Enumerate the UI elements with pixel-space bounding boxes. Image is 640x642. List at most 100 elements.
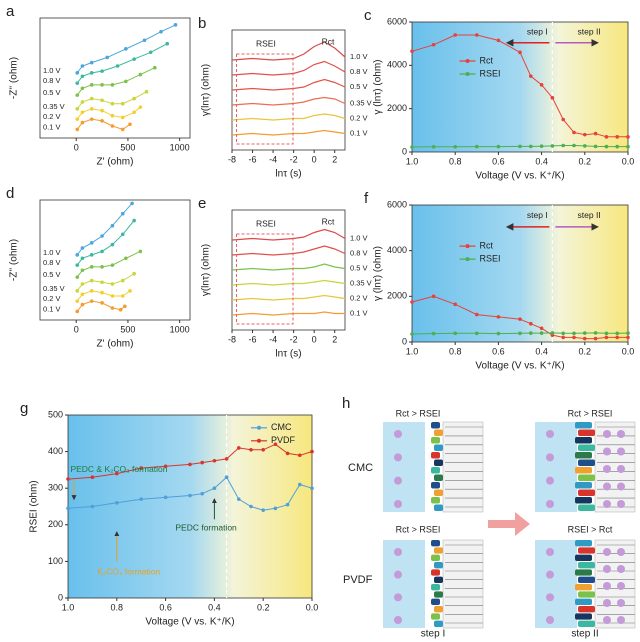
- sei-block: [434, 489, 443, 496]
- data-point: [139, 497, 143, 501]
- y-tick-label: 300: [48, 483, 63, 493]
- y-axis-label: -Z'' (ohm): [9, 57, 20, 99]
- data-point: [75, 117, 80, 121]
- data-point: [80, 100, 85, 104]
- series-label: 0.1 V: [350, 308, 368, 317]
- annotation: K₂CO₃ formation: [97, 567, 160, 577]
- y-tick-label: 400: [48, 446, 63, 456]
- y-tick-label: 200: [48, 519, 63, 529]
- series-label: 0.8 V: [43, 258, 61, 267]
- data-point: [110, 113, 115, 118]
- y-axis-label: γ(lnτ) (ohm): [201, 244, 212, 296]
- sei-block: [434, 459, 443, 466]
- data-point: [75, 93, 80, 97]
- series-label: 0.35 V: [43, 102, 65, 111]
- data-point: [120, 294, 125, 298]
- data-point: [75, 253, 80, 257]
- series-line: [231, 294, 346, 301]
- series-label: 0.5 V: [43, 270, 61, 279]
- annotation: Rct: [322, 216, 335, 226]
- series-line: [231, 78, 346, 91]
- data-point: [212, 458, 217, 463]
- data-point: [615, 135, 619, 139]
- data-point: [138, 105, 143, 109]
- sei-block: [575, 467, 592, 474]
- panel-label: e: [198, 195, 206, 212]
- series-line: [231, 96, 346, 106]
- data-point: [148, 50, 153, 55]
- row-label: PVDF: [343, 574, 373, 586]
- data-point: [550, 96, 555, 100]
- series-label: 0.2 V: [350, 293, 368, 302]
- electrolyte: [383, 422, 425, 512]
- sei-block: [578, 444, 595, 451]
- data-point: [496, 144, 501, 149]
- data-point: [518, 331, 522, 336]
- series-line: [76, 273, 135, 292]
- sei-block: [575, 482, 592, 489]
- annotation: Rct: [322, 36, 335, 46]
- data-point: [475, 312, 479, 317]
- ion: [546, 430, 554, 438]
- data-point: [310, 449, 314, 454]
- sei-block: [434, 504, 443, 511]
- data-point: [110, 282, 115, 286]
- sei-block: [434, 547, 443, 554]
- data-point: [261, 508, 266, 512]
- annotation: step I: [527, 210, 548, 220]
- data-point: [89, 60, 94, 65]
- ion: [603, 582, 611, 590]
- ion: [394, 500, 402, 508]
- plot-frame: [67, 414, 313, 599]
- data-point: [132, 96, 136, 101]
- data-point: [66, 506, 70, 511]
- x-tick-label: 1.0: [62, 602, 75, 612]
- legend-marker: [257, 438, 261, 443]
- current-collector: [594, 539, 636, 629]
- data-point: [431, 145, 436, 149]
- ion: [617, 465, 625, 473]
- data-point: [75, 127, 80, 132]
- data-point: [604, 135, 609, 139]
- x-tick-label: 2: [332, 154, 337, 164]
- data-point: [593, 131, 598, 136]
- series-label: 1.0 V: [43, 248, 61, 257]
- x-tick-label: -2: [290, 334, 298, 344]
- data-point: [572, 130, 576, 135]
- ion: [546, 548, 554, 556]
- data-point: [453, 145, 458, 149]
- data-point: [80, 120, 85, 125]
- x-tick-label: 0: [312, 334, 317, 344]
- data-point: [496, 315, 501, 319]
- annotation: step II: [578, 210, 601, 220]
- data-point: [550, 331, 555, 335]
- annotation: PEDC formation: [175, 523, 237, 533]
- x-tick-label: 1.0: [406, 156, 419, 166]
- data-point: [593, 144, 598, 149]
- data-point: [120, 232, 125, 237]
- data-point: [75, 263, 80, 267]
- series-line: [76, 91, 147, 110]
- sei-block: [575, 422, 592, 429]
- data-point: [132, 218, 136, 223]
- sei-block: [434, 591, 443, 598]
- series-line: [231, 228, 346, 241]
- series-line: [76, 106, 141, 120]
- series-label: 0.8 V: [43, 76, 61, 85]
- sei-block: [434, 576, 443, 583]
- sei-block: [431, 422, 440, 429]
- series-label: 0.2 V: [43, 294, 61, 303]
- data-point: [115, 501, 119, 505]
- ion: [546, 593, 554, 602]
- data-point: [123, 304, 127, 309]
- x-tick-label: 0.4: [535, 156, 548, 166]
- legend-marker: [465, 257, 470, 262]
- data-point: [273, 442, 278, 447]
- data-point: [173, 23, 178, 27]
- data-point: [110, 294, 115, 298]
- sei-block: [578, 562, 595, 569]
- data-point: [100, 108, 104, 113]
- data-point: [120, 101, 125, 106]
- y-tick-label: 100: [48, 556, 63, 566]
- ion: [617, 599, 625, 607]
